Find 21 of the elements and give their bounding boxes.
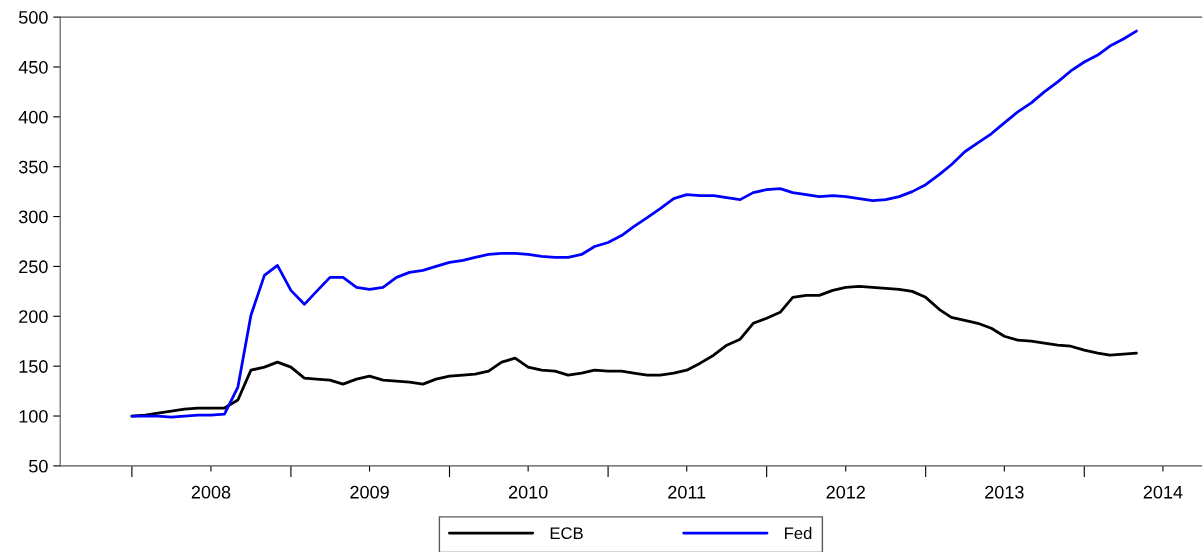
x-tick-label: 2011 [668, 485, 706, 499]
y-tick-label: 150 [19, 360, 48, 373]
y-tick-label: 100 [19, 409, 48, 423]
x-tick-label: 2009 [350, 485, 389, 499]
x-tick-label: 2012 [826, 485, 865, 499]
x-tick-label: 2013 [985, 485, 1024, 499]
x-tick-label: 2014 [1143, 485, 1183, 499]
x-tick-label: 2008 [191, 485, 231, 499]
y-tick-label: 250 [19, 260, 48, 274]
y-tick-label: 350 [18, 160, 48, 174]
y-tick-label: 450 [18, 60, 48, 74]
legend-label: Fed [785, 526, 812, 540]
y-tick-label: 200 [19, 310, 48, 324]
legend-label: ECB [550, 527, 583, 540]
y-tick-label: 50 [29, 459, 48, 473]
y-tick-label: 500 [18, 11, 48, 24]
x-tick-label: 2010 [508, 485, 548, 499]
y-tick-label: 300 [18, 210, 48, 224]
line-series [130, 29, 1138, 419]
y-tick-label: 400 [18, 110, 48, 124]
line-series [130, 284, 1138, 418]
